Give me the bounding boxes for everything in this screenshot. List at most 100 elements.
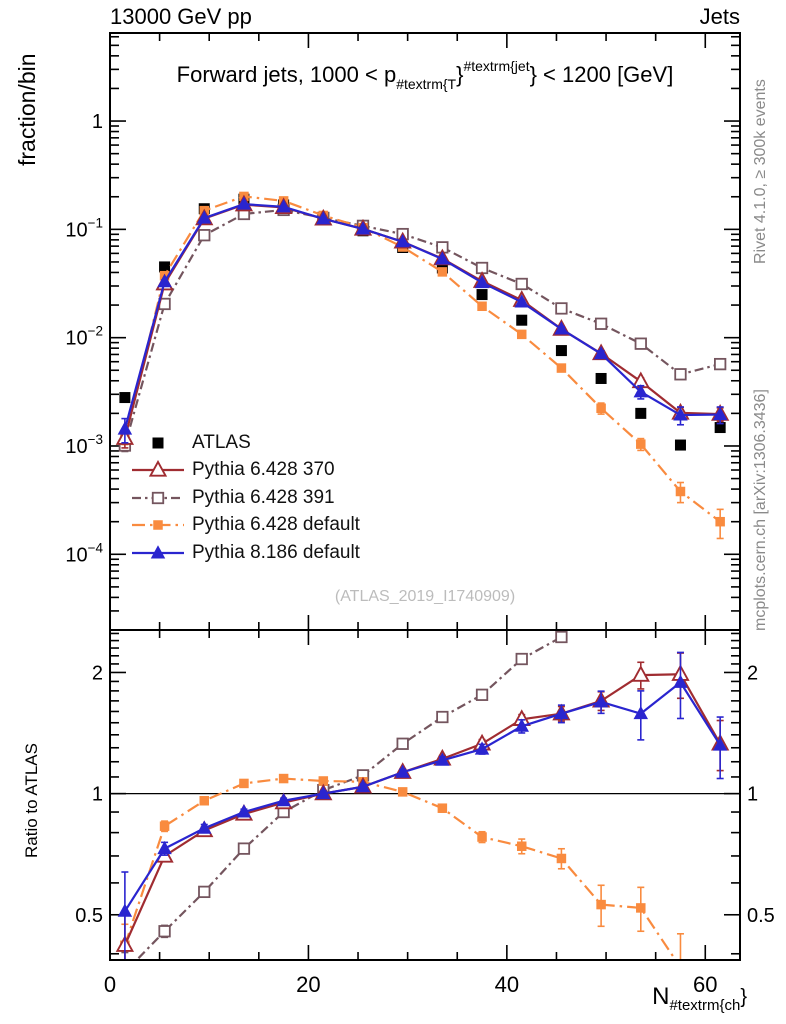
data-point-marker [117,903,133,917]
data-point-marker [237,842,251,855]
panel-frames [109,32,741,961]
data-point-marker [474,274,490,289]
data-point-marker [158,925,171,938]
data-point-marker [152,437,164,449]
legend-marker-pythia-8-186-default [132,545,184,559]
data-point-marker [673,674,688,688]
data-point-marker [197,210,212,224]
data-point-marker [596,899,606,910]
legend-entry-atlas: ATLAS [130,429,360,457]
data-point-marker [515,652,528,666]
data-point-marker [157,840,172,855]
data-point-marker [712,737,728,751]
ratio-panel-frame [109,629,741,961]
mcplots-credit-note: mcplots.cern.ch [arXiv:1306.3436] [752,389,769,631]
legend-marker-pythia-6-428-370 [132,460,184,477]
legend-marker-pythia-6-428-default [132,520,184,530]
plot-title-brace: } [456,62,464,87]
data-point-marker [120,967,131,978]
data-point-marker [556,853,567,864]
data-point-marker [593,346,609,360]
ratio-tick-label-right: 2 [747,662,758,684]
data-point-marker [555,630,568,644]
legend-marker-atlas [152,437,164,449]
ratio-axis-title: Ratio to ATLAS [22,743,41,858]
data-point-marker [674,368,687,381]
data-point-marker [119,392,131,404]
ratio-tick-label-left: 2 [92,662,103,684]
data-point-marker [516,841,527,851]
y-axis-title: fraction/bin [14,53,40,166]
ratio-tick-label-right: 0.5 [747,905,775,927]
series-pythia-6-428-391-line [135,630,569,960]
data-point-marker [276,199,291,213]
plot-title-subscript: #textrm{T [396,76,457,92]
data-point-marker [636,439,646,449]
data-point-marker [675,525,686,536]
data-point-marker [714,422,726,434]
plot-title-superscript: #textrm{jet [463,58,530,74]
data-point-marker [159,261,171,273]
data-point-marker [673,407,688,421]
x-tick-label: 0 [104,972,116,997]
beam-energy-label: 13000 GeV pp [110,4,252,29]
data-point-marker [594,317,608,330]
data-point-marker [555,345,567,357]
data-point-marker [715,516,725,527]
data-point-marker [435,251,450,265]
data-point-marker [395,234,410,248]
data-point-marker [197,820,212,834]
series-pythia-6-428-370-ratio [115,652,730,960]
data-point-marker [198,229,211,242]
data-point-marker [436,710,449,724]
data-point-marker [437,267,448,277]
series-pythia-8-186-default-line [123,203,721,430]
data-point-marker [355,221,371,235]
data-point-marker [631,665,650,682]
data-point-marker [555,302,568,315]
x-tick-label: 20 [296,972,320,997]
data-point-marker [514,718,529,732]
data-point-marker [476,289,488,301]
data-point-marker [556,363,567,373]
series-pythia-6-428-370-line [123,673,722,946]
series-pythia-6-428-default-line [123,195,721,523]
ratio-tick-label-left: 1 [92,784,103,806]
legend-entry-pythia-6-428-370: Pythia 6.428 370 [130,457,360,485]
data-point-marker [151,491,165,504]
plot-title-text: Forward jets, 1000 < p [176,62,397,87]
data-point-marker [477,301,487,312]
data-point-marker [475,688,489,701]
series-pythia-8-186-default-ratio [117,651,728,960]
legend-label: ATLAS [192,431,251,453]
data-point-marker [278,773,289,784]
data-point-marker [150,545,166,559]
data-point-marker [675,486,686,497]
x-axis-title-main: N [652,983,670,1010]
legend-label: Pythia 6.428 391 [192,486,335,508]
y-tick-label: 10−3 [65,432,103,458]
data-point-marker [715,553,726,564]
data-point-marker [712,406,728,421]
legend-label: Pythia 6.428 default [192,514,360,536]
x-axis-title: N#textrm{ch} [110,983,747,1014]
data-point-marker [153,520,163,530]
data-point-marker [397,787,408,797]
data-point-marker [395,764,410,778]
data-point-marker [595,372,607,384]
data-point-marker [157,273,172,288]
legend-entry-pythia-8-186-default: Pythia 8.186 default [130,539,360,567]
plot-title: Forward jets, 1000 < p#textrm{T}#textrm{… [110,58,740,92]
data-point-marker [633,384,649,398]
data-point-marker [674,439,686,451]
x-tick-label: 40 [495,972,519,997]
series-pythia-6-428-default-main [120,191,725,540]
data-point-marker [477,832,487,842]
data-point-marker [318,776,329,786]
axis-tick-labels: 110−110−210−310−40.5 0.51 12 20 20 40 60 [65,111,774,997]
data-point-marker [355,779,371,793]
legend-entry-pythia-6-428-391: Pythia 6.428 391 [130,484,360,512]
data-point-marker [636,529,647,540]
